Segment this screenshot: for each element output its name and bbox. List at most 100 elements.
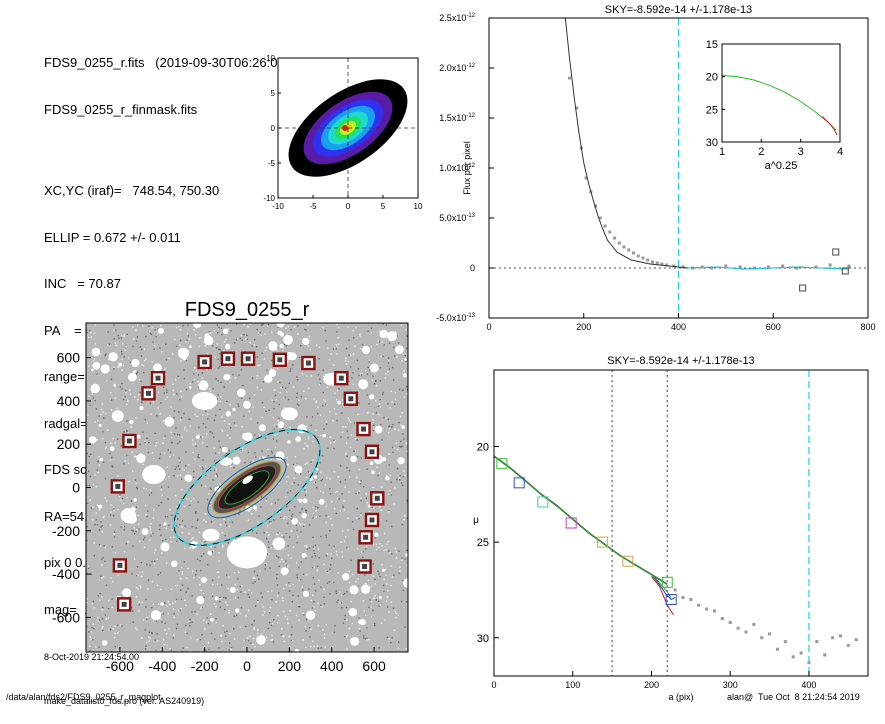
noise-speck xyxy=(165,633,168,635)
sky-data-point xyxy=(767,265,771,269)
noise-speck xyxy=(268,553,270,555)
mask-spot xyxy=(369,394,375,400)
noise-speck xyxy=(317,602,319,604)
noise-speck xyxy=(273,455,276,457)
noise-speck xyxy=(113,338,115,340)
noise-speck xyxy=(298,356,301,358)
mask-spot xyxy=(301,512,307,519)
noise-speck xyxy=(282,600,284,602)
noise-speck xyxy=(249,528,251,530)
star-box-core xyxy=(202,359,208,365)
noise-speck xyxy=(313,583,316,585)
noise-speck xyxy=(218,576,220,578)
noise-speck xyxy=(126,430,128,433)
noise-speck xyxy=(356,492,358,494)
noise-speck xyxy=(347,360,350,363)
noise-speck xyxy=(149,526,151,528)
noise-speck xyxy=(221,429,223,431)
star-box-core xyxy=(361,426,367,432)
noise-speck xyxy=(388,359,390,362)
noise-speck xyxy=(266,325,269,327)
noise-speck xyxy=(199,337,201,339)
noise-speck xyxy=(271,638,274,641)
noise-speck xyxy=(388,453,390,455)
noise-speck xyxy=(92,639,94,641)
noise-speck xyxy=(244,462,246,464)
noise-speck xyxy=(336,331,338,333)
noise-speck xyxy=(400,424,402,426)
noise-speck xyxy=(120,335,123,337)
noise-speck xyxy=(284,615,287,618)
noise-speck xyxy=(363,637,365,639)
noise-speck xyxy=(339,465,342,467)
noise-speck xyxy=(126,420,128,422)
noise-speck xyxy=(322,369,324,372)
noise-speck xyxy=(253,344,255,346)
noise-speck xyxy=(325,340,327,342)
inset-background xyxy=(692,38,854,180)
noise-speck xyxy=(314,555,317,557)
noise-speck xyxy=(304,509,307,511)
noise-speck xyxy=(348,419,350,421)
noise-speck xyxy=(306,548,309,550)
mask-spot xyxy=(349,585,359,595)
noise-speck xyxy=(145,641,148,644)
noise-speck xyxy=(274,424,276,426)
footer-path: /data/alan/fds2/FDS9_0255_r_magplot xyxy=(6,692,161,702)
noise-speck xyxy=(271,623,274,625)
noise-speck xyxy=(256,328,258,331)
sb-xtick-label: 0 xyxy=(491,680,496,690)
noise-speck xyxy=(181,566,183,569)
mask-spot xyxy=(101,640,108,646)
noise-speck xyxy=(322,378,324,381)
noise-speck xyxy=(390,584,392,587)
noise-speck xyxy=(293,482,296,484)
noise-speck xyxy=(320,490,322,492)
noise-speck xyxy=(157,391,160,394)
noise-speck xyxy=(168,628,170,630)
noise-speck xyxy=(147,451,150,454)
noise-speck xyxy=(127,400,129,402)
noise-speck xyxy=(229,374,231,377)
noise-speck xyxy=(257,601,259,603)
noise-speck xyxy=(263,610,266,613)
noise-speck xyxy=(185,624,187,627)
noise-speck xyxy=(378,414,380,416)
noise-speck xyxy=(164,629,166,631)
noise-speck xyxy=(178,459,181,462)
noise-speck xyxy=(362,556,364,559)
noise-speck xyxy=(228,576,230,578)
outer-isophote-dash xyxy=(173,429,321,546)
noise-speck xyxy=(110,504,112,506)
noise-speck xyxy=(361,343,364,346)
noise-speck xyxy=(180,474,182,476)
noise-speck xyxy=(258,578,260,580)
noise-speck xyxy=(160,402,162,404)
noise-speck xyxy=(114,552,117,554)
noise-speck xyxy=(278,592,280,594)
sb-frame xyxy=(493,369,869,677)
noise-speck xyxy=(185,465,187,467)
noise-speck xyxy=(333,439,335,441)
noise-speck xyxy=(219,597,222,600)
mask-spot xyxy=(395,345,404,355)
noise-speck xyxy=(102,626,104,628)
noise-speck xyxy=(131,529,133,531)
noise-speck xyxy=(129,393,132,395)
noise-speck xyxy=(112,437,114,440)
noise-speck xyxy=(282,427,284,430)
noise-speck xyxy=(145,645,147,647)
noise-speck xyxy=(313,645,315,648)
noise-speck xyxy=(208,332,210,334)
noise-speck xyxy=(113,478,116,480)
noise-speck xyxy=(314,609,316,612)
noise-speck xyxy=(239,613,242,615)
noise-speck xyxy=(404,372,406,375)
noise-speck xyxy=(260,334,262,336)
noise-speck xyxy=(188,464,190,466)
noise-speck xyxy=(383,344,385,346)
noise-speck xyxy=(276,368,279,370)
noise-speck xyxy=(100,526,102,528)
mask-spot xyxy=(193,323,202,329)
noise-speck xyxy=(392,423,394,426)
